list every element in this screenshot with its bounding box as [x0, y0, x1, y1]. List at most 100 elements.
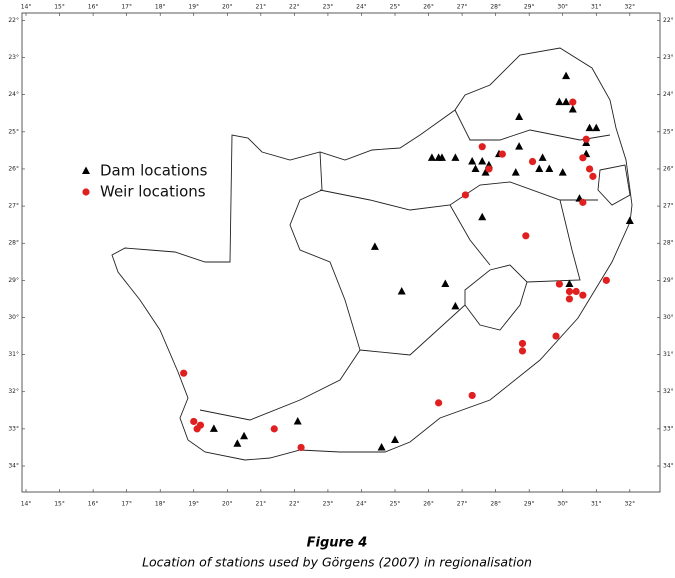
weir-marker	[297, 443, 305, 452]
legend-label: Weir locations	[100, 183, 206, 201]
legend-label: Dam locations	[100, 162, 208, 180]
dam-marker	[377, 442, 386, 451]
map-outline	[111, 47, 633, 461]
y-tick-label: 33°	[663, 425, 674, 432]
dam-marker	[625, 216, 634, 224]
x-tick-label: 23°	[323, 4, 334, 11]
y-tick-label: 25°	[8, 128, 19, 135]
y-tick-label: 23°	[663, 54, 674, 61]
x-tick-label: 22°	[289, 4, 300, 11]
dam-marker	[562, 97, 571, 106]
x-tick-label: 24°	[356, 4, 367, 11]
y-tick-label: 24°	[8, 91, 19, 98]
x-tick-label: 21°	[256, 501, 267, 508]
weir-marker	[190, 417, 198, 426]
x-tick-label: 15°	[54, 4, 65, 11]
weir-marker	[565, 287, 574, 296]
y-tick-label: 24°	[663, 91, 674, 98]
dam-marker	[240, 431, 249, 440]
lesotho-border	[464, 264, 528, 331]
dam-marker	[391, 435, 400, 444]
weir-marker	[193, 425, 201, 433]
x-tick-label: 16°	[88, 4, 99, 11]
ticks: 14° 14° 15° 15° 16° 16° 17° 17° 18° 18° 19° 19° 20° 2…	[8, 4, 673, 508]
weir-marker	[468, 391, 476, 400]
x-tick-label: 30°	[557, 501, 568, 508]
dam-marker	[558, 168, 567, 176]
y-tick-label: 32°	[8, 388, 19, 395]
y-tick-label: 30°	[8, 314, 19, 321]
dam-marker	[555, 97, 564, 106]
weir-marker	[569, 98, 577, 106]
y-tick-label: 22°	[8, 17, 19, 24]
weir-marker	[478, 143, 486, 151]
y-tick-label: 26°	[663, 165, 674, 172]
x-tick-label: 18°	[155, 4, 166, 11]
province-border	[199, 109, 611, 421]
dam-marker	[478, 157, 487, 165]
dam-marker	[592, 123, 601, 132]
x-tick-label: 19°	[188, 4, 199, 11]
y-tick-label: 22°	[663, 17, 674, 24]
dam-marker	[293, 416, 302, 425]
dam-marker	[538, 153, 547, 161]
dam-marker	[370, 242, 379, 250]
dam-marker	[562, 71, 571, 80]
dam-marker	[468, 157, 477, 165]
dam-marker	[397, 286, 406, 295]
weir-marker	[522, 232, 530, 240]
dam-marker	[427, 153, 436, 161]
weir-marker	[518, 347, 527, 355]
dam-marker	[511, 168, 520, 176]
weir-marker	[498, 150, 506, 158]
dam-marker	[451, 301, 460, 310]
x-tick-label: 17°	[121, 4, 132, 11]
y-tick-label: 25°	[663, 128, 674, 135]
weir-marker	[582, 135, 590, 143]
x-tick-label: 23°	[323, 501, 334, 508]
x-tick-label: 17°	[121, 501, 132, 508]
dam-marker	[451, 153, 460, 161]
weir-marker	[555, 280, 563, 288]
x-tick-label: 19°	[188, 501, 199, 508]
x-tick-label: 29°	[524, 4, 535, 11]
weir-marker	[589, 172, 597, 180]
x-tick-label: 26°	[423, 501, 434, 508]
dam-marker	[515, 112, 524, 120]
x-tick-label: 26°	[423, 4, 434, 11]
weir-marker	[461, 191, 470, 199]
y-tick-label: 26°	[8, 165, 19, 172]
x-tick-label: 27°	[457, 501, 468, 508]
weir-marker	[485, 165, 493, 173]
x-tick-label: 32°	[624, 501, 635, 508]
x-tick-label: 15°	[54, 501, 65, 508]
weir-marker	[579, 154, 587, 162]
dam-marker	[535, 164, 544, 172]
weir-marker	[585, 165, 594, 173]
x-tick-label: 20°	[222, 501, 233, 508]
caption-text: Location of stations used by Görgens (20…	[142, 555, 532, 570]
weir-marker	[528, 157, 537, 166]
weir-marker	[602, 276, 610, 284]
x-tick-label: 25°	[390, 501, 401, 508]
x-tick-label: 31°	[591, 501, 602, 508]
y-tick-label: 31°	[663, 351, 674, 358]
y-tick-label: 34°	[8, 463, 19, 470]
x-tick-label: 14°	[21, 4, 32, 11]
points	[180, 71, 634, 452]
x-tick-label: 25°	[390, 4, 401, 11]
dam-marker	[441, 279, 450, 288]
weir-marker	[180, 369, 188, 377]
dam-marker	[565, 279, 574, 288]
y-tick-label: 30°	[663, 314, 674, 321]
y-tick-label: 28°	[663, 240, 674, 247]
dam-marker	[585, 123, 594, 132]
y-tick-label: 27°	[8, 203, 19, 210]
dam-marker	[471, 164, 480, 172]
map-frame	[21, 12, 661, 493]
dam-marker	[481, 168, 490, 176]
country-border	[111, 47, 633, 461]
y-tick-label: 32°	[663, 388, 674, 395]
x-tick-label: 16°	[88, 501, 99, 508]
